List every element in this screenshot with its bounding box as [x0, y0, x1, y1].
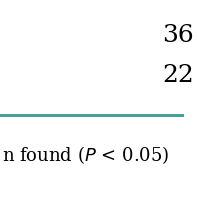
Text: 36: 36: [162, 24, 194, 47]
Text: n found ($\it{P}$ < 0.05): n found ($\it{P}$ < 0.05): [2, 144, 169, 166]
Text: 22: 22: [162, 64, 194, 87]
